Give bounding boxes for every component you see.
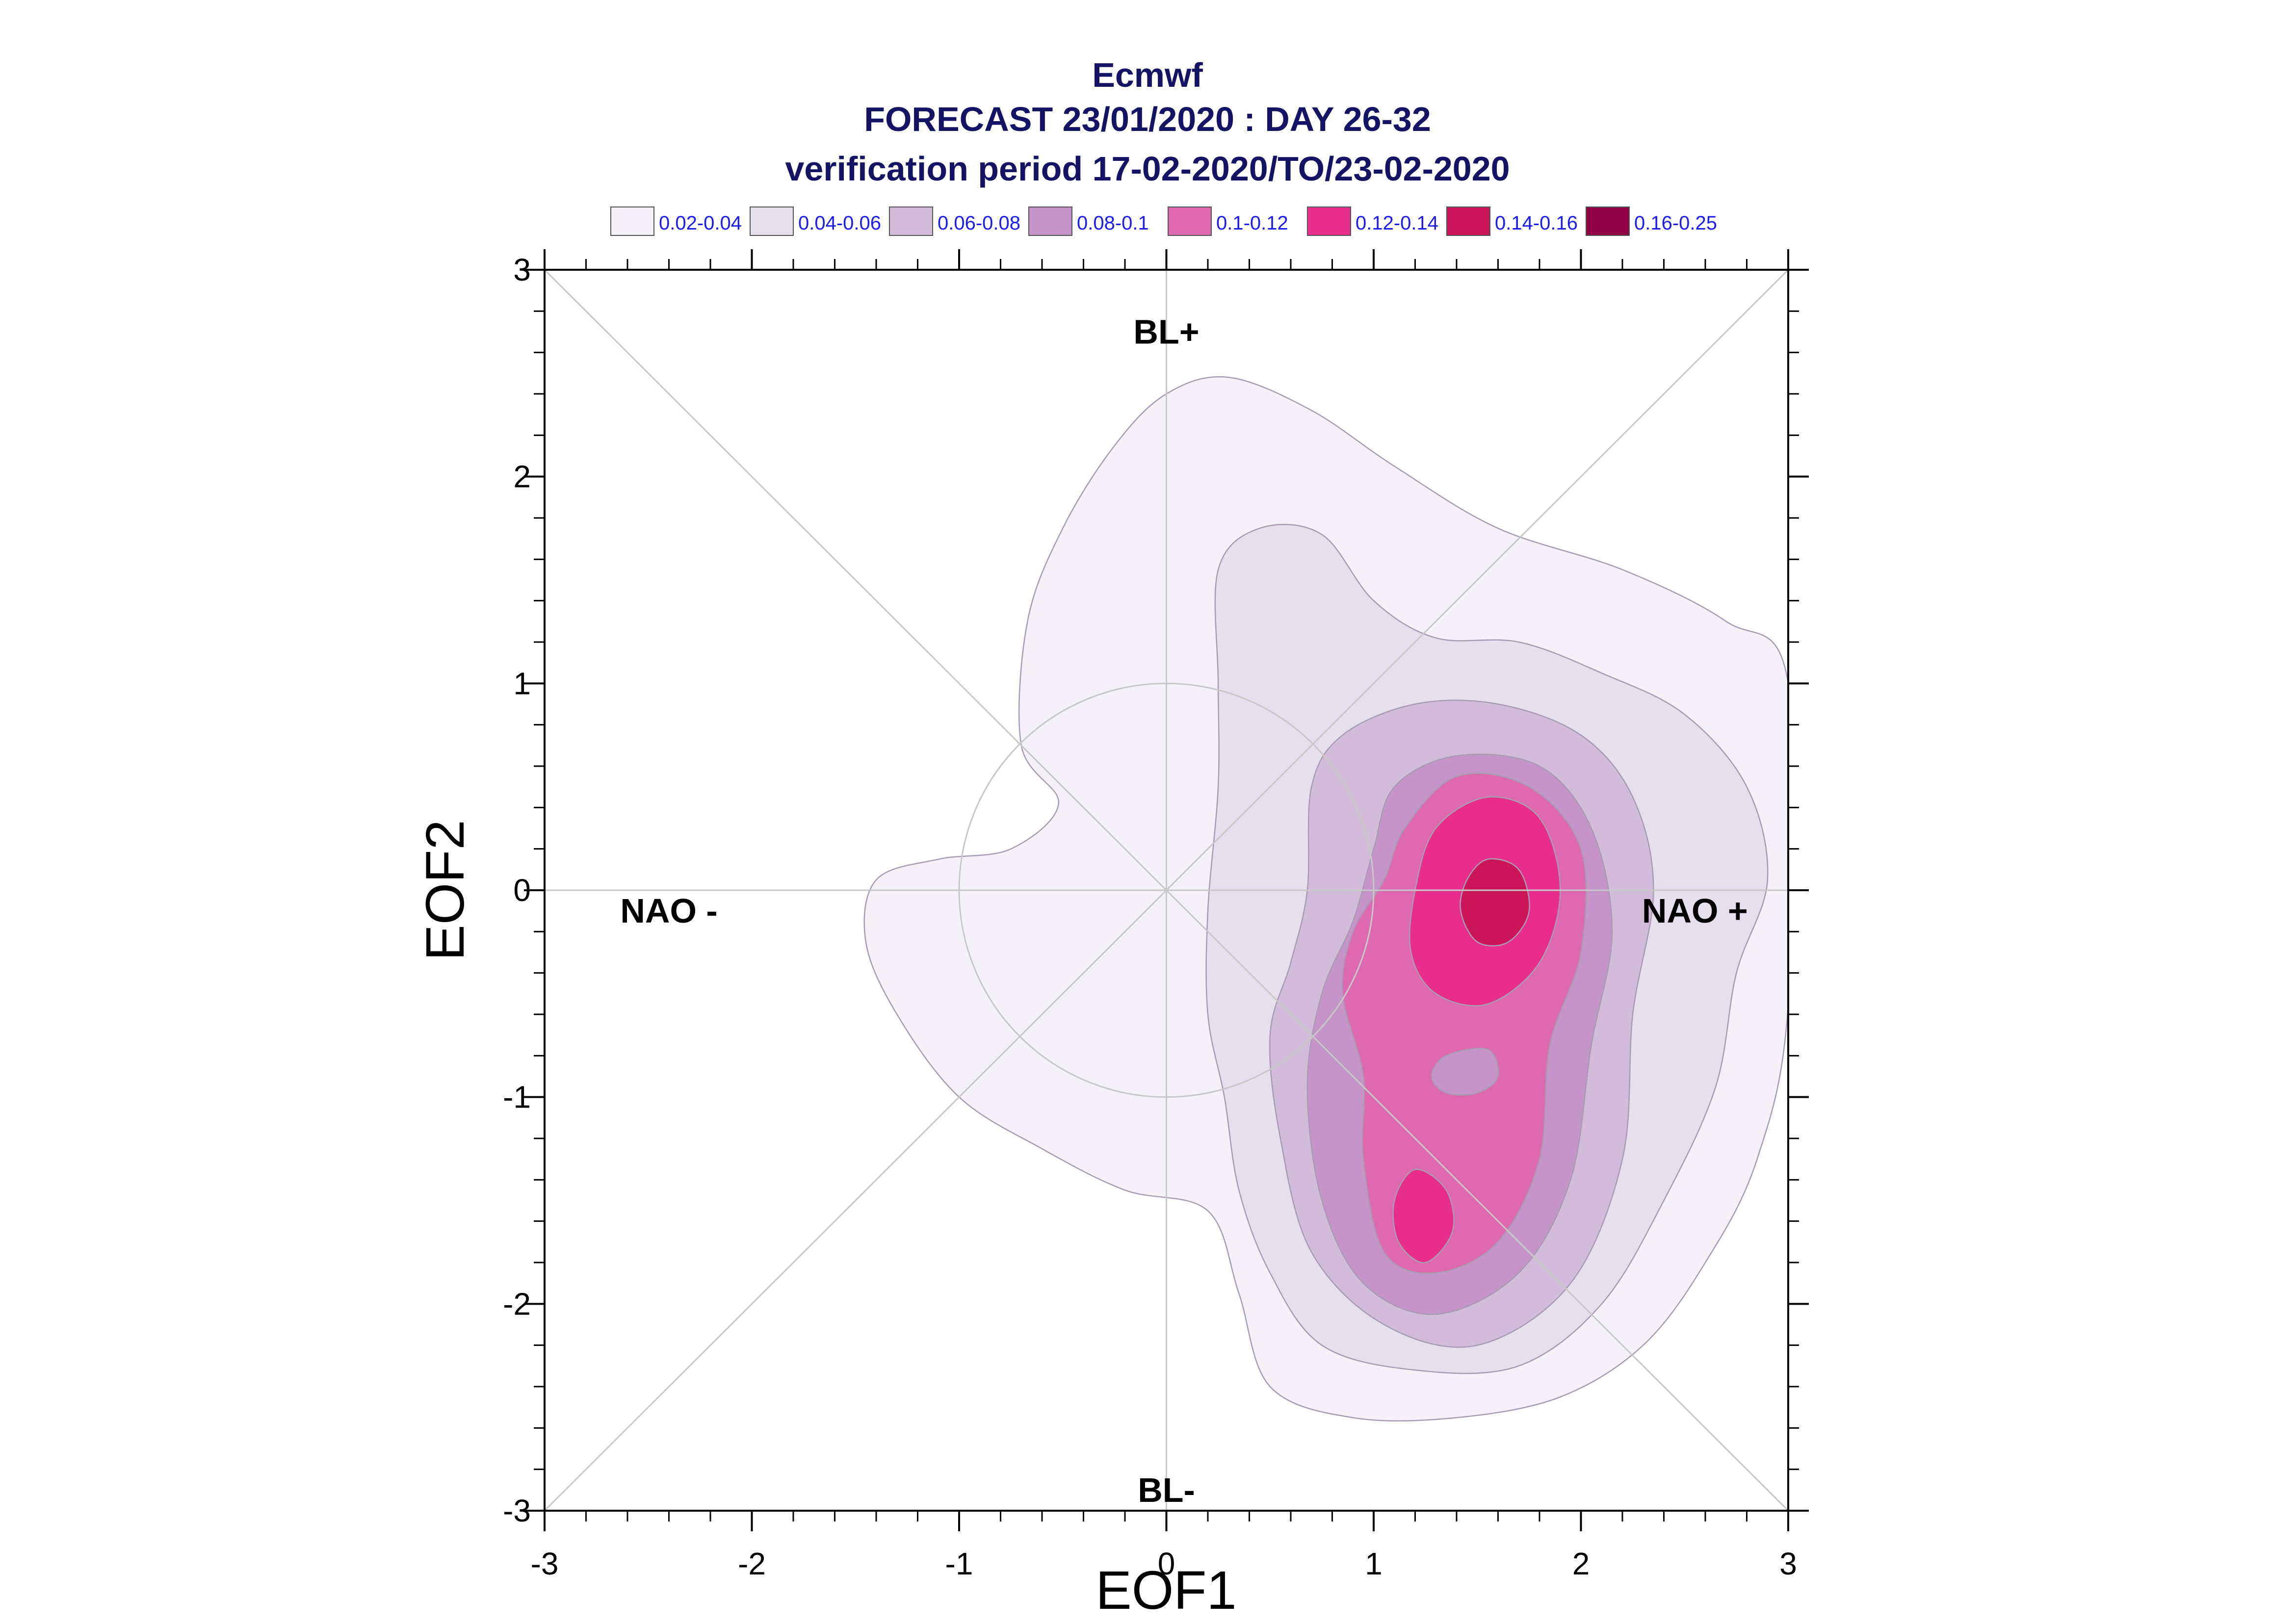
- y-axis-title: EOF2: [415, 820, 475, 960]
- legend: 0.02-0.04 0.04-0.06 0.06-0.08 0.08-0.1 0.1-0…: [610, 206, 1717, 236]
- title-line-3: verification period 17-02-2020/TO/23-02-…: [785, 150, 1510, 188]
- y-tick-label: -3: [503, 1493, 531, 1528]
- contour-0.14-0.16-7: [1460, 858, 1530, 947]
- legend-swatch: [1586, 206, 1630, 236]
- legend-label: 0.08-0.1: [1077, 212, 1149, 234]
- y-tick-label: 2: [513, 459, 531, 494]
- x-tick-label: -2: [738, 1546, 766, 1581]
- region-label: NAO -: [620, 892, 717, 930]
- legend-swatch: [1028, 206, 1072, 236]
- x-tick-label: 3: [1779, 1546, 1797, 1581]
- legend-label: 0.04-0.06: [798, 212, 881, 234]
- legend-label: 0.12-0.14: [1356, 212, 1438, 234]
- legend-label: 0.14-0.16: [1495, 212, 1578, 234]
- contour-0.12-0.14-6: [1392, 1168, 1455, 1263]
- title-line-1: Ecmwf: [1092, 56, 1203, 94]
- x-tick-label: -3: [531, 1546, 559, 1581]
- density-contours: [863, 376, 1788, 1422]
- legend-swatch: [750, 206, 794, 236]
- region-label: BL+: [1133, 313, 1199, 351]
- y-tick-label: 1: [513, 666, 531, 701]
- x-tick-label: 2: [1572, 1546, 1590, 1581]
- x-tick-label: 0: [1158, 1546, 1175, 1581]
- axis-ticks: -3 -2 -1 0 1 2 3 -3 -2 -1 0 1 2 3: [503, 249, 1809, 1581]
- legend-label: 0.1-0.12: [1216, 212, 1288, 234]
- reference-lines: [544, 269, 1789, 1512]
- region-label: BL-: [1138, 1471, 1195, 1509]
- legend-swatch: [1307, 206, 1351, 236]
- legend-label: 0.16-0.25: [1634, 212, 1717, 234]
- title-line-2: FORECAST 23/01/2020 : DAY 26-32: [864, 100, 1431, 138]
- reference-circle: [958, 682, 1375, 1098]
- legend-label: 0.06-0.08: [938, 212, 1020, 234]
- contour-0.08-0.1-8: [1431, 1048, 1499, 1096]
- x-axis-title: EOF1: [1095, 1560, 1236, 1621]
- y-tick-label: -1: [503, 1080, 531, 1115]
- legend-swatch: [1168, 206, 1212, 236]
- x-tick-label: -1: [945, 1546, 973, 1581]
- legend-swatch: [889, 206, 933, 236]
- legend-swatch: [1446, 206, 1490, 236]
- y-tick-label: 0: [513, 873, 531, 908]
- y-tick-label: -2: [503, 1286, 531, 1321]
- y-tick-label: 3: [513, 252, 531, 287]
- legend-label: 0.02-0.04: [659, 212, 742, 234]
- region-labels: BL+ BL- NAO - NAO +: [620, 313, 1747, 1509]
- region-label: NAO +: [1642, 892, 1748, 930]
- x-tick-label: 1: [1365, 1546, 1382, 1581]
- legend-swatch: [610, 206, 654, 236]
